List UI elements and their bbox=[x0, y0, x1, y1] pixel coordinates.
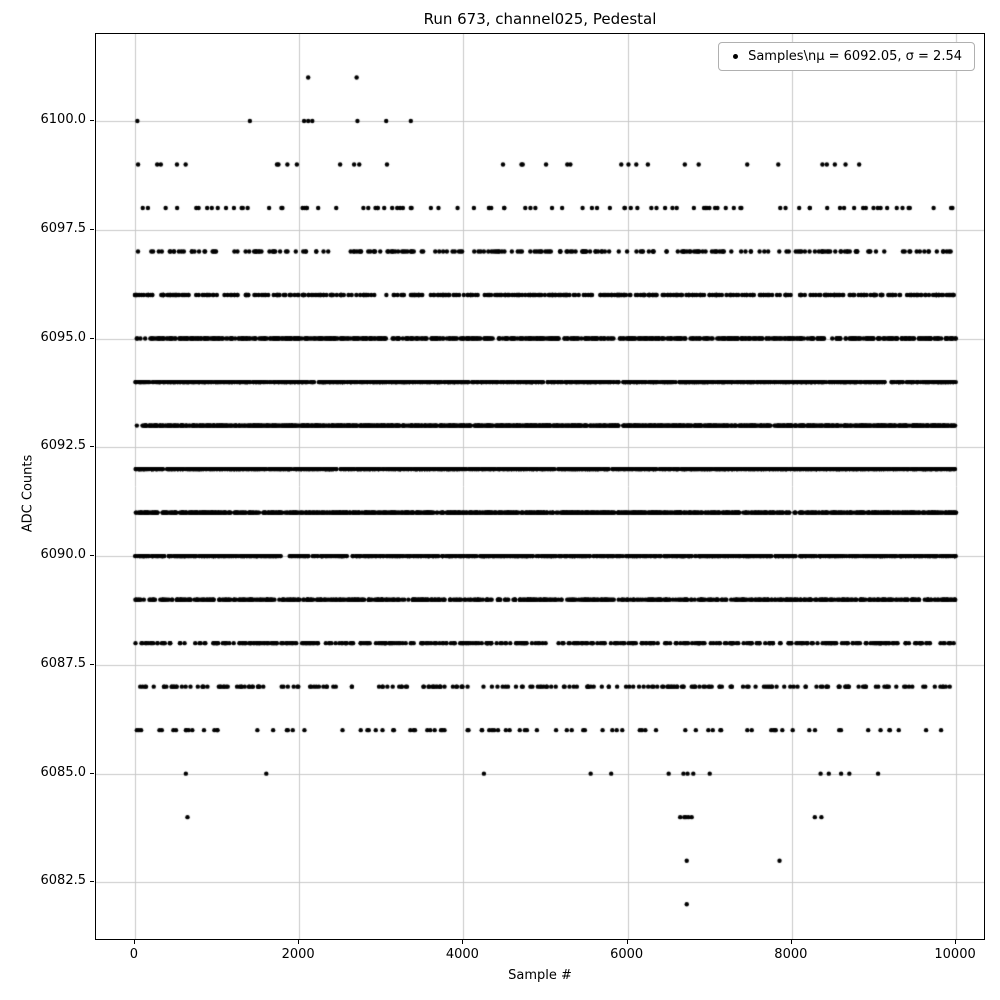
y-tick-mark bbox=[90, 446, 94, 448]
x-tick-label: 2000 bbox=[281, 947, 315, 962]
plot-area: Samples\nμ = 6092.05, σ = 2.54 bbox=[95, 33, 985, 940]
scatter-marker-icon bbox=[733, 54, 739, 59]
x-tick-mark bbox=[955, 940, 957, 944]
scatter-canvas bbox=[96, 34, 984, 939]
y-tick-label: 6085.0 bbox=[40, 764, 87, 780]
y-tick-label: 6087.5 bbox=[40, 655, 87, 671]
y-tick-label: 6095.0 bbox=[40, 329, 87, 345]
x-tick-label: 8000 bbox=[774, 947, 808, 962]
legend-label: Samples\nμ = 6092.05, σ = 2.54 bbox=[748, 49, 962, 64]
y-tick-label: 6082.5 bbox=[40, 873, 87, 889]
x-axis-label: Sample # bbox=[508, 968, 572, 983]
y-tick-mark bbox=[90, 555, 94, 557]
y-tick-mark bbox=[90, 881, 94, 883]
x-tick-mark bbox=[133, 940, 135, 944]
y-tick-label: 6092.5 bbox=[40, 438, 87, 454]
legend: Samples\nμ = 6092.05, σ = 2.54 bbox=[718, 42, 975, 71]
x-tick-mark bbox=[298, 940, 300, 944]
x-tick-label: 6000 bbox=[610, 947, 644, 962]
x-tick-mark bbox=[462, 940, 464, 944]
y-tick-label: 6100.0 bbox=[40, 112, 87, 128]
x-tick-label: 0 bbox=[129, 947, 139, 962]
y-tick-mark bbox=[90, 228, 94, 230]
y-tick-mark bbox=[90, 120, 94, 122]
y-axis-label: ADC Counts bbox=[20, 454, 36, 533]
x-tick-mark bbox=[790, 940, 792, 944]
y-tick-label: 6097.5 bbox=[40, 220, 87, 236]
y-tick-mark bbox=[90, 772, 94, 774]
y-tick-mark bbox=[90, 663, 94, 665]
x-tick-mark bbox=[626, 940, 628, 944]
x-tick-label: 10000 bbox=[934, 947, 976, 962]
y-tick-label: 6090.0 bbox=[40, 547, 87, 563]
chart-title: Run 673, channel025, Pedestal bbox=[423, 10, 657, 28]
y-tick-mark bbox=[90, 337, 94, 339]
x-tick-label: 4000 bbox=[445, 947, 479, 962]
